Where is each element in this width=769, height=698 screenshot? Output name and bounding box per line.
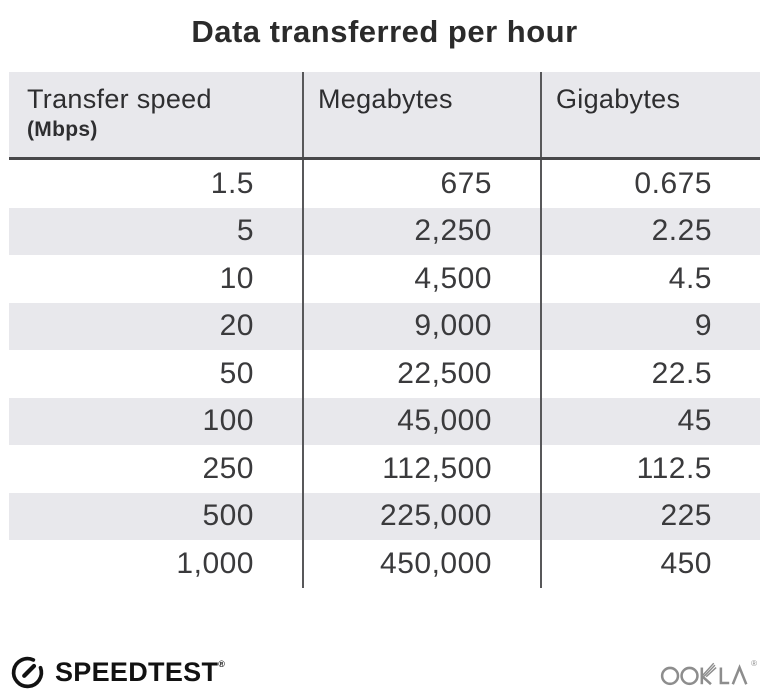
speedtest-logo: SPEEDTEST® bbox=[9, 654, 225, 691]
cell-gigabytes: 2.25 bbox=[540, 207, 760, 255]
cell-megabytes: 225,000 bbox=[302, 492, 540, 540]
cell-gigabytes: 4.5 bbox=[540, 255, 760, 303]
cell-megabytes: 4,500 bbox=[302, 255, 540, 303]
column-header-transfer-speed: Transfer speed (Mbps) bbox=[9, 72, 302, 157]
cell-speed: 5 bbox=[236, 214, 254, 248]
cell-megabytes: 22,500 bbox=[302, 350, 540, 398]
cell-gigabytes: 22.5 bbox=[540, 350, 760, 398]
table-header-row: Transfer speed (Mbps) Megabytes Gigabyte… bbox=[9, 72, 760, 160]
speedtest-gauge-icon bbox=[9, 654, 46, 691]
table-row: 500 225,000 225 bbox=[9, 492, 760, 540]
cell-megabytes: 112,500 bbox=[302, 445, 540, 493]
speedtest-trademark: ® bbox=[218, 659, 226, 669]
cell-speed: 20 bbox=[219, 309, 254, 343]
column-header-label: Megabytes bbox=[318, 84, 453, 114]
column-header-gigabytes: Gigabytes bbox=[540, 72, 760, 157]
cell-gigabytes: 0.675 bbox=[540, 160, 760, 208]
cell-speed: 1.5 bbox=[210, 166, 254, 200]
column-header-label: Gigabytes bbox=[556, 84, 681, 114]
cell-gigabytes: 450 bbox=[540, 540, 760, 588]
cell-megabytes: 45,000 bbox=[302, 397, 540, 445]
column-header-unit: (Mbps) bbox=[27, 118, 98, 141]
cell-megabytes: 2,250 bbox=[302, 207, 540, 255]
table-row: 1.5 675 0.675 bbox=[9, 160, 760, 208]
cell-megabytes: 9,000 bbox=[302, 302, 540, 350]
table-row: 10 4,500 4.5 bbox=[9, 255, 760, 303]
table-row: 20 9,000 9 bbox=[9, 302, 760, 350]
cell-speed: 10 bbox=[219, 261, 254, 295]
table-row: 1,000 450,000 450 bbox=[9, 540, 760, 588]
cell-megabytes: 450,000 bbox=[302, 540, 540, 588]
page-title: Data transferred per hour bbox=[191, 14, 578, 49]
ookla-wordmark-icon bbox=[660, 660, 750, 687]
cell-speed: 50 bbox=[219, 356, 254, 390]
column-header-megabytes: Megabytes bbox=[302, 72, 540, 157]
speedtest-wordmark: SPEEDTEST® bbox=[55, 659, 225, 686]
table-row: 50 22,500 22.5 bbox=[9, 350, 760, 398]
cell-speed: 250 bbox=[202, 451, 254, 485]
cell-gigabytes: 112.5 bbox=[540, 445, 760, 493]
ookla-trademark: ® bbox=[751, 659, 757, 668]
table-row: 250 112,500 112.5 bbox=[9, 445, 760, 493]
cell-gigabytes: 225 bbox=[540, 492, 760, 540]
table-row: 5 2,250 2.25 bbox=[9, 207, 760, 255]
table-row: 100 45,000 45 bbox=[9, 397, 760, 445]
cell-speed: 100 bbox=[202, 404, 254, 438]
data-table: Transfer speed (Mbps) Megabytes Gigabyte… bbox=[9, 72, 760, 588]
column-header-label: Transfer speed bbox=[27, 84, 212, 114]
cell-speed: 500 bbox=[202, 499, 254, 533]
cell-speed: 1,000 bbox=[176, 546, 254, 580]
cell-gigabytes: 9 bbox=[540, 302, 760, 350]
cell-gigabytes: 45 bbox=[540, 397, 760, 445]
ookla-logo: ® bbox=[660, 660, 757, 687]
cell-megabytes: 675 bbox=[302, 160, 540, 208]
speedtest-label: SPEEDTEST bbox=[55, 657, 219, 687]
